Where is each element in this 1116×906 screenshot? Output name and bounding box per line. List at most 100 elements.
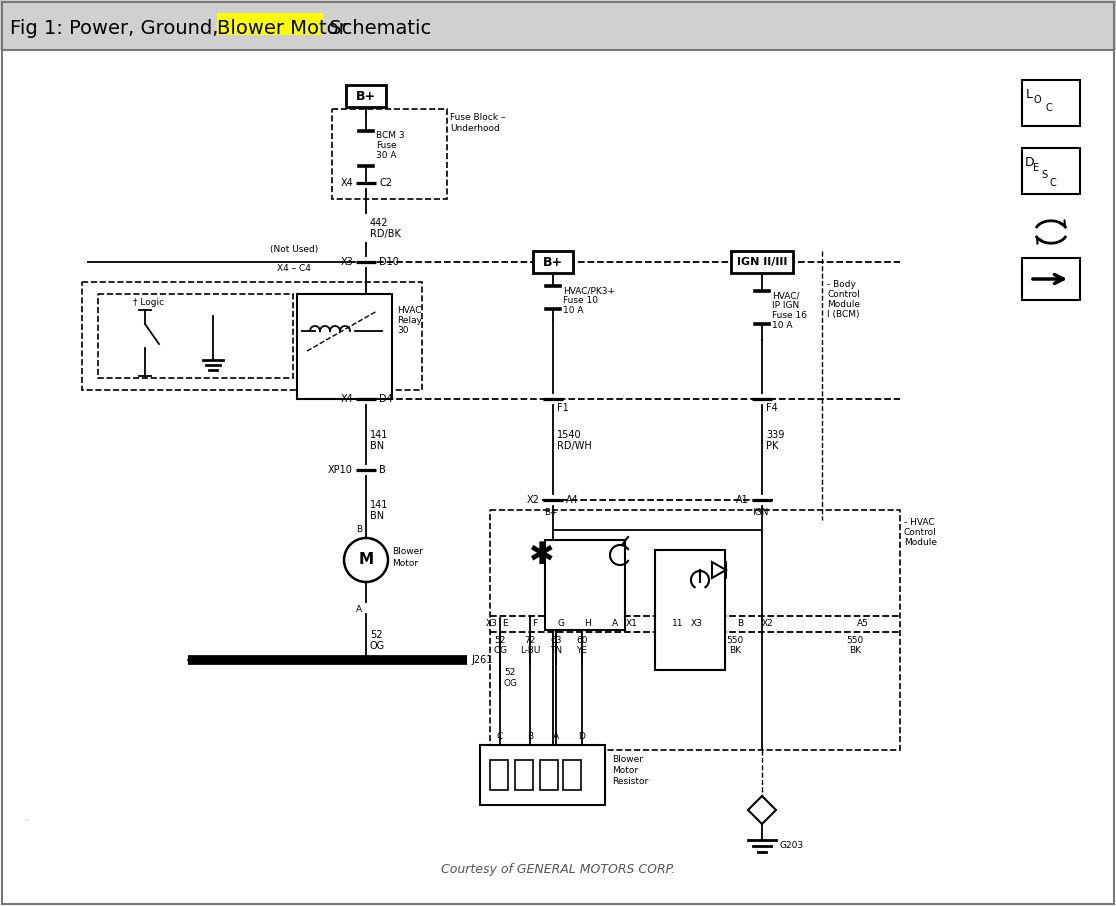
Text: 52: 52	[494, 636, 506, 645]
Text: 141: 141	[371, 430, 388, 440]
Bar	[533, 251, 573, 273]
Bar	[545, 540, 625, 630]
Text: 442: 442	[371, 218, 388, 228]
Text: X3: X3	[691, 620, 703, 629]
Text: 141: 141	[371, 500, 388, 510]
Bar	[480, 745, 605, 805]
Text: Schematic: Schematic	[323, 18, 431, 37]
Text: HVAC/: HVAC/	[772, 291, 799, 300]
Bar	[1022, 148, 1080, 194]
Text: HVAC: HVAC	[397, 306, 422, 315]
Text: A: A	[356, 605, 362, 614]
Text: 52: 52	[504, 668, 516, 677]
Text: Control: Control	[904, 528, 936, 537]
Text: B: B	[527, 732, 533, 741]
Text: C: C	[1046, 103, 1052, 113]
Text: O: O	[1035, 95, 1041, 105]
Text: Resistor: Resistor	[612, 777, 648, 786]
Text: X4: X4	[340, 178, 353, 188]
Text: M: M	[358, 553, 374, 567]
Text: D10: D10	[379, 257, 398, 267]
Text: RD/BK: RD/BK	[371, 229, 401, 239]
Text: Fuse 16: Fuse 16	[772, 312, 807, 320]
Text: B+: B+	[543, 255, 564, 268]
Text: PK: PK	[766, 441, 778, 451]
Text: 63: 63	[550, 636, 561, 645]
Text: 60: 60	[576, 636, 588, 645]
Text: C2: C2	[379, 178, 392, 188]
Text: Module: Module	[827, 300, 860, 309]
Text: Blower Motor: Blower Motor	[217, 18, 347, 37]
Text: S: S	[1041, 170, 1047, 180]
Text: Courtesy of GENERAL MOTORS CORP.: Courtesy of GENERAL MOTORS CORP.	[441, 863, 675, 876]
Bar	[0, 0, 1116, 50]
Text: X2: X2	[761, 620, 773, 629]
Text: X2: X2	[527, 495, 540, 505]
Text: - HVAC: - HVAC	[904, 518, 934, 527]
Bar	[98, 294, 294, 378]
Text: 550: 550	[846, 636, 864, 645]
Bar	[731, 251, 793, 273]
Text: (Not Used): (Not Used)	[270, 245, 318, 254]
Text: B: B	[356, 525, 362, 534]
Text: 11: 11	[672, 620, 683, 629]
Text: F4: F4	[766, 403, 778, 413]
Bar	[514, 760, 533, 790]
Text: B+: B+	[356, 90, 376, 102]
Text: F: F	[532, 620, 537, 629]
Text: H: H	[584, 620, 590, 629]
Text: C: C	[1050, 178, 1057, 188]
Text: Module: Module	[904, 538, 937, 547]
Text: 52: 52	[371, 630, 383, 640]
Text: .: .	[25, 812, 29, 822]
Text: G: G	[558, 620, 565, 629]
Text: A1: A1	[737, 495, 749, 505]
Text: OG: OG	[371, 641, 385, 651]
Text: C: C	[497, 732, 503, 741]
Bar	[331, 109, 448, 199]
Text: Fuse: Fuse	[376, 140, 396, 149]
Bar	[540, 760, 558, 790]
Text: Fuse 10: Fuse 10	[562, 296, 598, 305]
Bar	[81, 282, 422, 390]
Text: 72: 72	[525, 636, 536, 645]
Text: IGN II/III: IGN II/III	[737, 257, 787, 267]
Text: HVAC/PK3+: HVAC/PK3+	[562, 286, 615, 295]
Text: Blower: Blower	[392, 547, 423, 556]
Text: A: A	[552, 732, 559, 741]
Bar	[490, 760, 508, 790]
Text: J261: J261	[471, 655, 492, 665]
Text: 30: 30	[397, 326, 408, 335]
Text: D: D	[1024, 156, 1035, 169]
Text: 10 A: 10 A	[562, 306, 584, 315]
Text: Motor: Motor	[612, 766, 638, 775]
Text: BK: BK	[849, 646, 862, 655]
Bar	[562, 760, 581, 790]
Bar	[490, 510, 899, 750]
Text: 71: 71	[664, 636, 676, 645]
Text: D-GN: D-GN	[657, 646, 682, 655]
Text: BCM 3: BCM 3	[376, 130, 405, 140]
Text: 339: 339	[766, 430, 785, 440]
Text: X1: X1	[626, 620, 638, 629]
Text: † Logic: † Logic	[133, 298, 164, 307]
Polygon shape	[748, 796, 776, 824]
Text: BK: BK	[729, 646, 741, 655]
Text: IGN: IGN	[752, 508, 768, 517]
Text: 30 A: 30 A	[376, 150, 396, 159]
Text: A: A	[612, 620, 618, 629]
Text: E: E	[502, 620, 508, 629]
Text: 1540: 1540	[557, 430, 581, 440]
Text: A4: A4	[566, 495, 579, 505]
Text: 10 A: 10 A	[772, 322, 792, 331]
Bar	[1022, 258, 1080, 300]
Text: BN: BN	[371, 511, 384, 521]
Text: X4: X4	[340, 394, 353, 404]
Text: G203: G203	[780, 841, 805, 850]
Text: B: B	[737, 620, 743, 629]
Polygon shape	[712, 562, 727, 578]
Text: D: D	[578, 732, 586, 741]
Text: E: E	[1033, 163, 1039, 173]
Bar	[655, 550, 725, 670]
Text: X3: X3	[340, 257, 353, 267]
